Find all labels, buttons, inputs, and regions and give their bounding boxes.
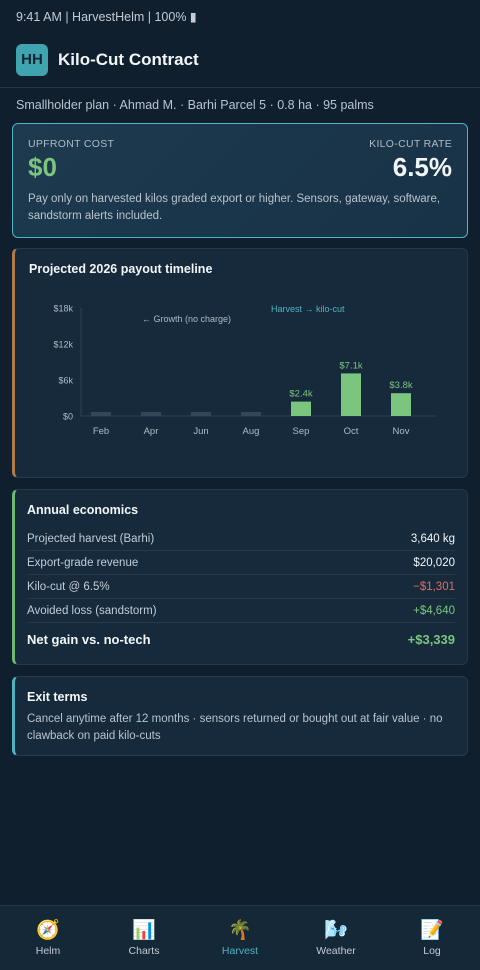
app-header: HH Kilo-Cut Contract: [0, 32, 480, 88]
bar-oct: [341, 373, 361, 416]
bar-jun: [191, 412, 211, 416]
econ-row-harvest: Projected harvest (Barhi) 3,640 kg: [27, 527, 455, 551]
kilo-cut-rate-value: 6.5%: [392, 152, 452, 182]
x-tick-label: Oct: [344, 426, 359, 437]
harvest-annotation: Harvest → kilo-cut: [271, 304, 345, 314]
exit-terms-text: Cancel anytime after 12 months · sensors…: [27, 713, 443, 742]
kilo-cut-rate-label: KILO-CUT RATE: [369, 138, 452, 150]
x-tick-label: Nov: [393, 426, 410, 437]
nav-label: Helm: [35, 944, 61, 957]
nav-label: Log: [423, 944, 441, 957]
y-tick-label: $6k: [58, 376, 73, 386]
x-tick-label: Sep: [293, 426, 310, 437]
y-tick-label: $12k: [53, 340, 73, 350]
exit-terms-card: Exit terms Cancel anytime after 12 month…: [12, 676, 468, 756]
x-tick-label: Jun: [193, 426, 208, 437]
nav-item-helm[interactable]: 🧭 Helm: [8, 920, 88, 957]
econ-value: +$4,640: [413, 604, 455, 617]
bar-nov: [391, 393, 411, 416]
nav-item-harvest[interactable]: 🌴 Harvest: [200, 920, 280, 957]
bar-chart-icon: 📊: [132, 919, 156, 941]
nav-item-log[interactable]: 📝 Log: [392, 920, 472, 957]
econ-row-avoided-loss: Avoided loss (sandstorm) +$4,640: [27, 599, 455, 623]
nav-item-weather[interactable]: 🌬️ Weather: [296, 920, 376, 957]
status-bar: 9:41 AM | HarvestHelm | 100% ▮: [16, 10, 197, 24]
nav-label: Charts: [128, 944, 160, 957]
bar-feb: [91, 412, 111, 416]
econ-label: Projected harvest (Barhi): [27, 532, 155, 545]
payout-timeline-card: $0 $6k $12k $18k Feb Apr Jun Aug Sep $2.4k Oct $7.1…: [12, 248, 468, 478]
bottom-nav: 🧭 Helm 📊 Charts 🌴 Harvest 🌬️ Weather 📝 L…: [0, 905, 480, 970]
wind-icon: 🌬️: [324, 919, 348, 941]
payout-chart: $0 $6k $12k $18k Feb Apr Jun Aug Sep $2.4k Oct $7.1…: [53, 304, 435, 437]
bar-apr: [141, 412, 161, 416]
econ-value: 3,640 kg: [410, 532, 455, 545]
econ-label: Export-grade revenue: [27, 556, 139, 569]
upfront-cost-label: UPFRONT COST: [28, 138, 115, 150]
econ-row-revenue: Export-grade revenue $20,020: [27, 551, 455, 575]
x-tick-label: Feb: [93, 426, 109, 437]
econ-row-net-gain: Net gain vs. no-tech +$3,339: [27, 623, 455, 655]
growth-annotation: ← Growth (no charge): [142, 314, 231, 324]
page-title: Kilo-Cut Contract: [58, 49, 199, 69]
economics-title: Annual economics: [27, 503, 139, 517]
bar-sep: [291, 401, 311, 416]
nav-label: Weather: [316, 944, 356, 957]
econ-label: Avoided loss (sandstorm): [27, 604, 157, 617]
y-tick-label: $18k: [53, 304, 73, 314]
annual-economics-card: Annual economics Projected harvest (Barh…: [12, 489, 468, 665]
y-tick-label: $0: [63, 412, 73, 422]
net-gain-label: Net gain vs. no-tech: [27, 631, 151, 647]
x-tick-label: Apr: [144, 426, 159, 437]
net-gain-value: +$3,339: [407, 631, 455, 647]
nav-label: Harvest: [221, 944, 259, 957]
econ-value: $20,020: [413, 556, 455, 569]
data-label: $2.4k: [289, 389, 312, 400]
bar-aug: [241, 412, 261, 416]
exit-terms-title: Exit terms: [27, 690, 88, 704]
econ-value: −$1,301: [413, 580, 455, 593]
nav-item-charts[interactable]: 📊 Charts: [104, 920, 184, 957]
palm-tree-icon: 🌴: [228, 919, 252, 941]
compass-icon: 🧭: [36, 919, 60, 941]
data-label: $7.1k: [339, 360, 362, 371]
econ-row-kilo-cut: Kilo-cut @ 6.5% −$1,301: [27, 575, 455, 599]
plan-subtitle: Smallholder plan · Ahmad M. · Barhi Parc…: [16, 98, 374, 112]
contract-summary-card: UPFRONT COST $0 KILO-CUT RATE 6.5% Pay o…: [12, 123, 468, 238]
upfront-cost-value: $0: [28, 152, 57, 182]
x-tick-label: Aug: [243, 426, 260, 437]
contract-description: Pay only on harvested kilos graded expor…: [28, 193, 441, 222]
econ-label: Kilo-cut @ 6.5%: [27, 580, 110, 593]
app-logo: HH: [16, 43, 48, 76]
chart-title: Projected 2026 payout timeline: [29, 262, 213, 276]
memo-icon: 📝: [420, 919, 444, 941]
data-label: $3.8k: [389, 380, 412, 391]
